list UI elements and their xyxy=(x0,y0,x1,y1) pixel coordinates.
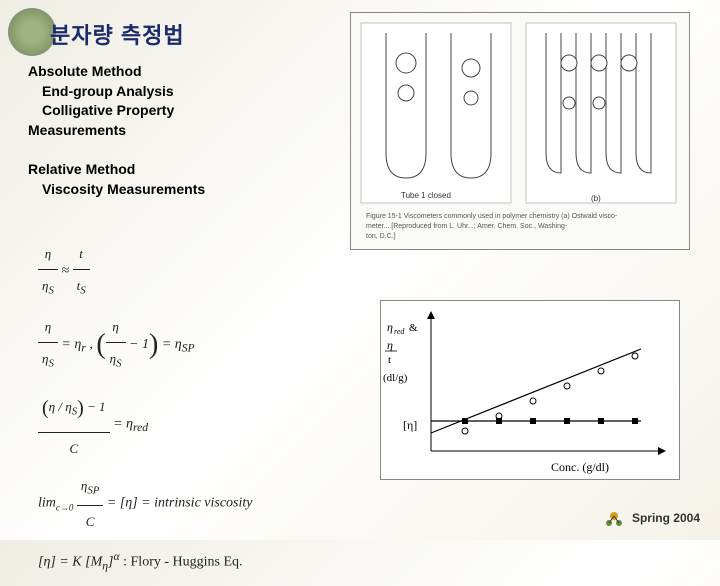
svg-text:(dl/g): (dl/g) xyxy=(383,372,408,384)
corner-logo xyxy=(8,8,56,56)
abs-item-2: Colligative Property xyxy=(28,101,205,121)
fig-caption-1: Figure 15-1 Viscometers commonly used in… xyxy=(366,213,618,220)
svg-text:red: red xyxy=(394,327,405,336)
molecule-icon xyxy=(603,508,625,530)
svg-text:&: & xyxy=(409,322,418,334)
formula-3: (η / ηS) − 1C = ηred xyxy=(38,384,253,464)
svg-text:[η]: [η] xyxy=(403,418,417,432)
page-title: 분자량 측정법 xyxy=(50,18,185,50)
text-content: Absolute Method End-group Analysis Colli… xyxy=(28,62,205,200)
svg-text:t: t xyxy=(388,354,391,366)
formula-block: ηηS ≈ ttS ηηS = ηr , (ηηS − 1) = ηSP (η … xyxy=(38,238,253,586)
fig-caption-2: meter... [Reproduced from L. Uhr...; Ame… xyxy=(366,223,568,230)
abs-tail: Measurements xyxy=(28,121,205,141)
svg-text:Conc. (g/dl): Conc. (g/dl) xyxy=(551,460,609,474)
tube-label: Tube 1 closed xyxy=(401,191,451,200)
formula-5: [η] = K [Mη]α : Flory - Huggins Eq. xyxy=(38,543,253,580)
formula-1: ηηS ≈ ttS xyxy=(38,238,253,305)
formula-2: ηηS = ηr , (ηηS − 1) = ηSP xyxy=(38,311,253,378)
footer-text: Spring 2004 xyxy=(632,511,700,525)
formula-4: limc→0 ηSPC = [η] = intrinsic viscosity xyxy=(38,470,253,537)
graph-svg: η red & η t (dl/g) [η] Conc. (g/dl) xyxy=(381,301,681,481)
footer: Spring 2004 xyxy=(603,508,700,530)
rel-item-1: Viscosity Measurements xyxy=(28,180,205,200)
abs-method-header: Absolute Method xyxy=(28,62,205,82)
rel-method-header: Relative Method xyxy=(28,160,205,180)
svg-text:(b): (b) xyxy=(591,194,601,203)
viscometer-svg: Tube 1 closed (b) Figure 15-1 Viscometer… xyxy=(351,13,691,251)
abs-item-1: End-group Analysis xyxy=(28,82,205,102)
viscometer-figure: Tube 1 closed (b) Figure 15-1 Viscometer… xyxy=(350,12,690,250)
svg-text:η: η xyxy=(387,320,393,334)
svg-text:η: η xyxy=(387,338,393,352)
svg-text:ton, D.C.]: ton, D.C.] xyxy=(366,233,396,240)
concentration-graph: η red & η t (dl/g) [η] Conc. (g/dl) xyxy=(380,300,680,480)
